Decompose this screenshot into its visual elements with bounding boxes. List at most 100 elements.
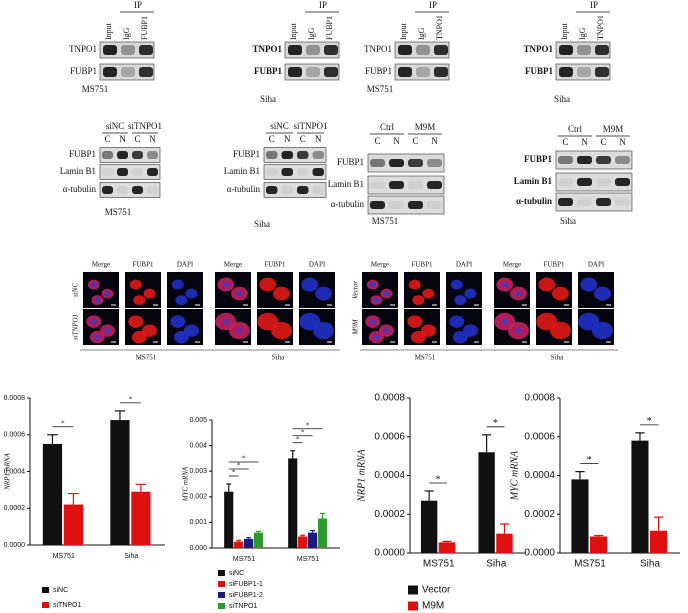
significance-mark: * — [436, 474, 441, 485]
bar — [317, 518, 328, 548]
nucleus — [185, 288, 198, 299]
cell-line: Siha — [554, 94, 570, 104]
lane-label: N — [619, 137, 626, 147]
bar — [571, 479, 589, 553]
cell-line: MS751 — [415, 354, 436, 362]
ip-header: IP — [429, 0, 437, 10]
column-label: Merge — [224, 261, 242, 269]
y-tick-label: 0.0004 — [374, 470, 405, 481]
column-label: FUBP1 — [132, 261, 154, 269]
blot-band — [281, 168, 293, 176]
legend-label: M9M — [422, 601, 444, 612]
legend-label: siFUBP1-2 — [229, 592, 263, 599]
row-label: FUBP1 — [233, 149, 260, 159]
column-label: FUBP1 — [264, 261, 286, 269]
significance-mark: * — [61, 419, 65, 427]
row-label: Lamin B1 — [224, 166, 260, 176]
nucleus — [133, 295, 146, 306]
blot-strip — [263, 147, 327, 163]
blot-band — [306, 45, 320, 55]
nucleus — [408, 279, 421, 290]
nucleus — [143, 288, 156, 299]
lane-label: N — [119, 134, 126, 144]
lane-label: C — [562, 137, 568, 147]
significance-mark: * — [129, 395, 133, 403]
blot-band — [389, 159, 404, 167]
lane-label: N — [149, 134, 156, 144]
blot-strip — [263, 182, 327, 198]
row-label: siNC — [72, 283, 80, 297]
blot-band — [370, 181, 385, 189]
lane-label: IgG — [578, 27, 587, 40]
lane-label: IgG — [417, 27, 426, 40]
blot-band — [103, 67, 117, 77]
blot-band — [297, 151, 309, 159]
nucleus — [462, 324, 478, 337]
lane-label: TNPO1 — [435, 15, 444, 40]
row-label: FUBP1 — [70, 66, 97, 76]
ip-header: IP — [590, 0, 598, 10]
row-label: TNPO1 — [69, 44, 97, 54]
legend-swatch — [42, 602, 49, 608]
bar — [650, 530, 668, 553]
blot-band — [427, 159, 442, 167]
cell-line: Siha — [560, 216, 576, 226]
y-tick-label: 0.000 — [189, 545, 207, 552]
nucleus — [538, 277, 556, 292]
column-label: Merge — [503, 261, 521, 269]
blot-band — [121, 45, 135, 55]
blot-band — [117, 168, 128, 176]
significance-mark: * — [301, 428, 305, 436]
blot-band — [288, 67, 302, 77]
x-tick-label: Siha — [486, 559, 506, 570]
blot-band — [577, 45, 591, 55]
blot-band — [324, 45, 338, 55]
blot-band — [615, 178, 630, 186]
nucleus — [315, 286, 332, 301]
y-tick-label: 0.0000 — [374, 548, 405, 559]
lane-label: N — [315, 134, 322, 144]
blot-band — [370, 159, 385, 167]
group-label: M9M — [603, 124, 624, 134]
lane-label: IgG — [307, 27, 316, 40]
nucleus — [449, 315, 465, 328]
blot-band — [288, 45, 302, 55]
nucleus-core — [369, 319, 376, 325]
lane-label: Input — [399, 22, 408, 40]
bar — [110, 420, 130, 545]
blot-band — [312, 151, 324, 159]
blot-band — [389, 201, 404, 209]
y-tick-label: 0.0006 — [374, 431, 405, 442]
significance-mark: * — [493, 418, 498, 429]
group-label: siTNPO1 — [293, 121, 327, 131]
nucleus-core — [94, 334, 101, 340]
blot-band — [416, 45, 430, 55]
blot-band — [408, 201, 423, 209]
row-label: siTNPO1 — [72, 314, 80, 340]
lane-label: TNPO1 — [596, 15, 605, 40]
y-tick-label: 0.0004 — [4, 468, 26, 475]
row-label: FUBP1 — [525, 66, 553, 76]
nucleus — [410, 330, 426, 344]
x-tick-label: MS751 — [574, 559, 606, 570]
blot-band — [117, 151, 128, 159]
blot-band — [312, 186, 324, 194]
y-tick-label: 0.0008 — [524, 393, 555, 404]
blot-band — [147, 186, 158, 194]
nucleus-core — [104, 291, 111, 297]
row-label: TNPO1 — [523, 44, 553, 54]
column-label: FUBP1 — [411, 261, 433, 269]
blot-band — [312, 168, 324, 176]
bar — [224, 491, 234, 548]
nucleus — [171, 279, 184, 290]
lane-label: C — [269, 134, 275, 144]
row-label: M9M — [352, 318, 360, 335]
blot-band — [558, 198, 573, 206]
significance-mark: * — [306, 421, 310, 429]
nucleus — [412, 295, 425, 306]
blot-band — [558, 178, 573, 186]
bar — [253, 532, 264, 548]
x-tick-label: MS751 — [233, 556, 255, 563]
blot-strip — [99, 182, 161, 198]
